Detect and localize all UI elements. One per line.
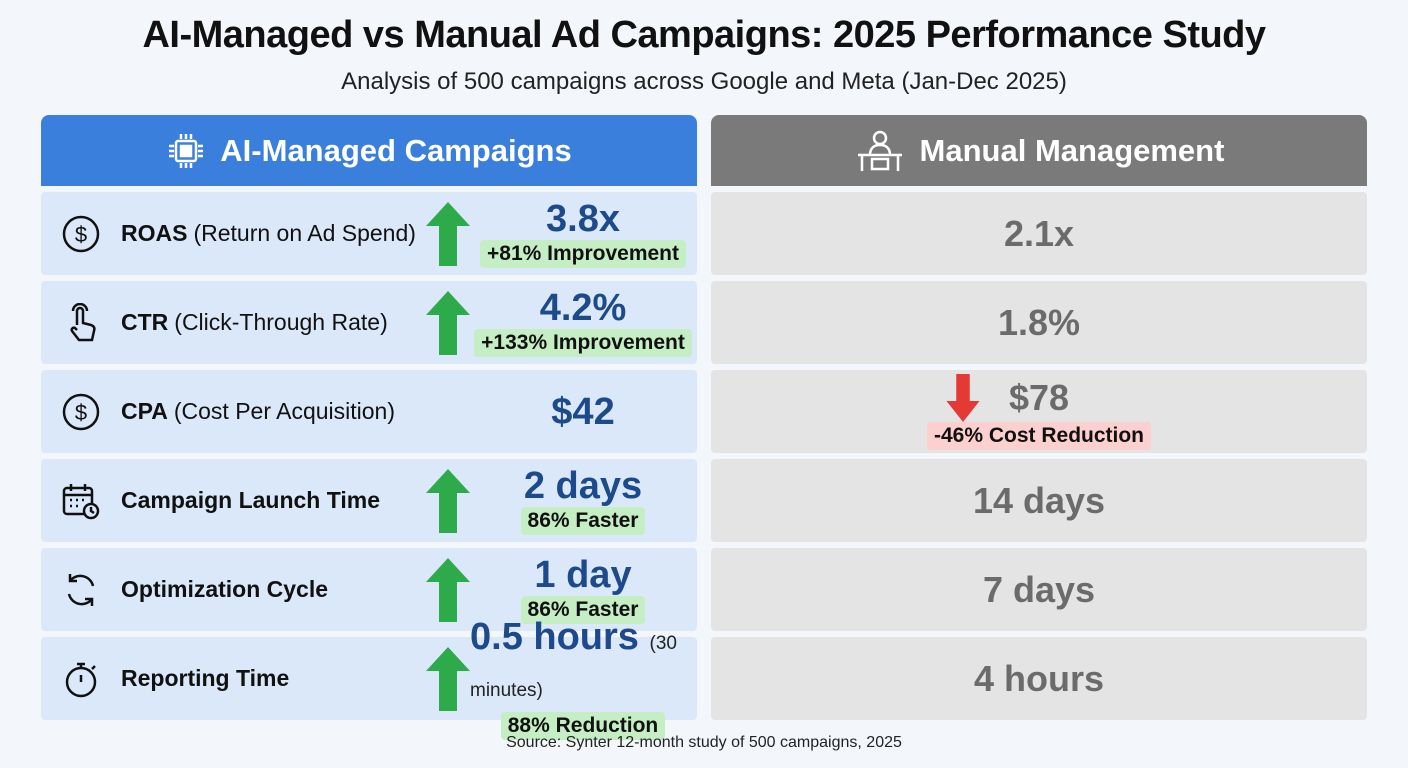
ai-value-note: (30 minutes) (470, 633, 677, 701)
metric-label: Reporting Time (121, 637, 295, 720)
improvement-badge: +81% Improvement (480, 240, 686, 268)
metric-description: (Return on Ad Spend) (193, 220, 416, 246)
arrow-up-icon (426, 557, 470, 622)
refresh-icon (67, 574, 95, 606)
metric-name: CTR (121, 309, 169, 335)
manual-metric-row: 14 days (711, 459, 1367, 542)
ai-value: 0.5 hours (30 minutes) (470, 616, 677, 701)
improvement-badge: +133% Improvement (474, 329, 692, 357)
source-note: Source: Synter 12-month study of 500 cam… (506, 734, 902, 751)
metric-name: Campaign Launch Time (121, 487, 381, 513)
svg-text:$: $ (75, 400, 87, 425)
ai-value: 1 day (534, 554, 632, 596)
improvement-badge: 86% Faster (520, 507, 646, 535)
page-title: AI-Managed vs Manual Ad Campaigns: 2025 … (142, 14, 1266, 56)
metric-name: ROAS (121, 220, 188, 246)
dollar-icon: $ (62, 215, 100, 253)
arrow-up-icon (426, 290, 470, 355)
manual-value: 14 days (972, 479, 1106, 521)
arrow-down-icon (946, 373, 980, 422)
improvement-badge: 86% Faster (520, 596, 646, 624)
metric-label: CPA (Cost Per Acquisition) (121, 370, 395, 453)
manual-value: 2.1x (1003, 212, 1075, 254)
arrow-up-icon (426, 468, 470, 533)
manual-header: Manual Management (711, 115, 1367, 186)
ai-metric-row: $ CPA (Cost Per Acquisition) $42 (41, 370, 697, 453)
dollar-icon: $ (62, 393, 100, 431)
ai-metric-row: Reporting Time 0.5 hours (30 minutes) 88… (41, 617, 697, 740)
manual-value: 1.8% (997, 301, 1081, 343)
metric-name: Reporting Time (121, 665, 290, 691)
chip-icon (169, 133, 204, 168)
manual-value: 7 days (982, 568, 1096, 610)
reduction-badge: -46% Cost Reduction (926, 421, 1152, 450)
calendar-clock-icon (62, 484, 100, 520)
manual-value: 4 hours (973, 657, 1105, 699)
arrow-up-icon (426, 201, 470, 266)
ai-metric-row: Campaign Launch Time 2 days 86% Faster (41, 459, 697, 542)
ai-value: $42 (551, 390, 615, 433)
ai-metric-row: $ ROAS (Return on Ad Spend) 3.8x +81% Imp… (41, 192, 697, 275)
metric-name: CPA (121, 398, 168, 424)
ai-managed-panel: AI-Managed Campaigns $ ROAS (Return on Ad… (41, 115, 697, 740)
manual-metric-row: 1.8% (711, 281, 1367, 364)
metric-label: Campaign Launch Time (121, 459, 386, 542)
manual-value: $78 (1008, 376, 1070, 418)
metric-label: ROAS (Return on Ad Spend) (121, 192, 416, 275)
svg-text:$: $ (75, 222, 87, 247)
improvement-badge: 88% Reduction (500, 712, 666, 740)
person-at-desk-icon (857, 130, 902, 171)
metric-description: (Click-Through Rate) (174, 309, 388, 335)
metric-description: (Cost Per Acquisition) (173, 398, 395, 424)
manual-metric-row: $78 -46% Cost Reduction (711, 370, 1367, 453)
metric-name: Optimization Cycle (121, 576, 329, 602)
ai-value: 2 days (523, 465, 643, 507)
pointer-hand-icon (70, 303, 96, 342)
ai-value: 3.8x (546, 198, 620, 240)
page-subtitle: Analysis of 500 campaigns across Google … (341, 68, 1067, 95)
ai-metric-row: Optimization Cycle 1 day 86% Faster (41, 548, 697, 631)
stopwatch-icon (65, 662, 97, 698)
manual-metric-row: 7 days (711, 548, 1367, 631)
ai-metric-row: CTR (Click-Through Rate) 4.2% +133% Impro… (41, 281, 697, 364)
ai-value: 4.2% (539, 287, 627, 329)
manual-header-label: Manual Management (919, 132, 1225, 168)
ai-managed-header: AI-Managed Campaigns (41, 115, 697, 186)
ai-managed-header-label: AI-Managed Campaigns (220, 132, 572, 168)
manual-panel: Manual Management 2.1x 1.8% $78 -46% Cost R… (711, 115, 1367, 720)
manual-metric-row: 4 hours (711, 637, 1367, 720)
arrow-up-icon (426, 646, 470, 711)
manual-metric-row: 2.1x (711, 192, 1367, 275)
metric-label: CTR (Click-Through Rate) (121, 281, 388, 364)
metric-label: Optimization Cycle (121, 548, 334, 631)
